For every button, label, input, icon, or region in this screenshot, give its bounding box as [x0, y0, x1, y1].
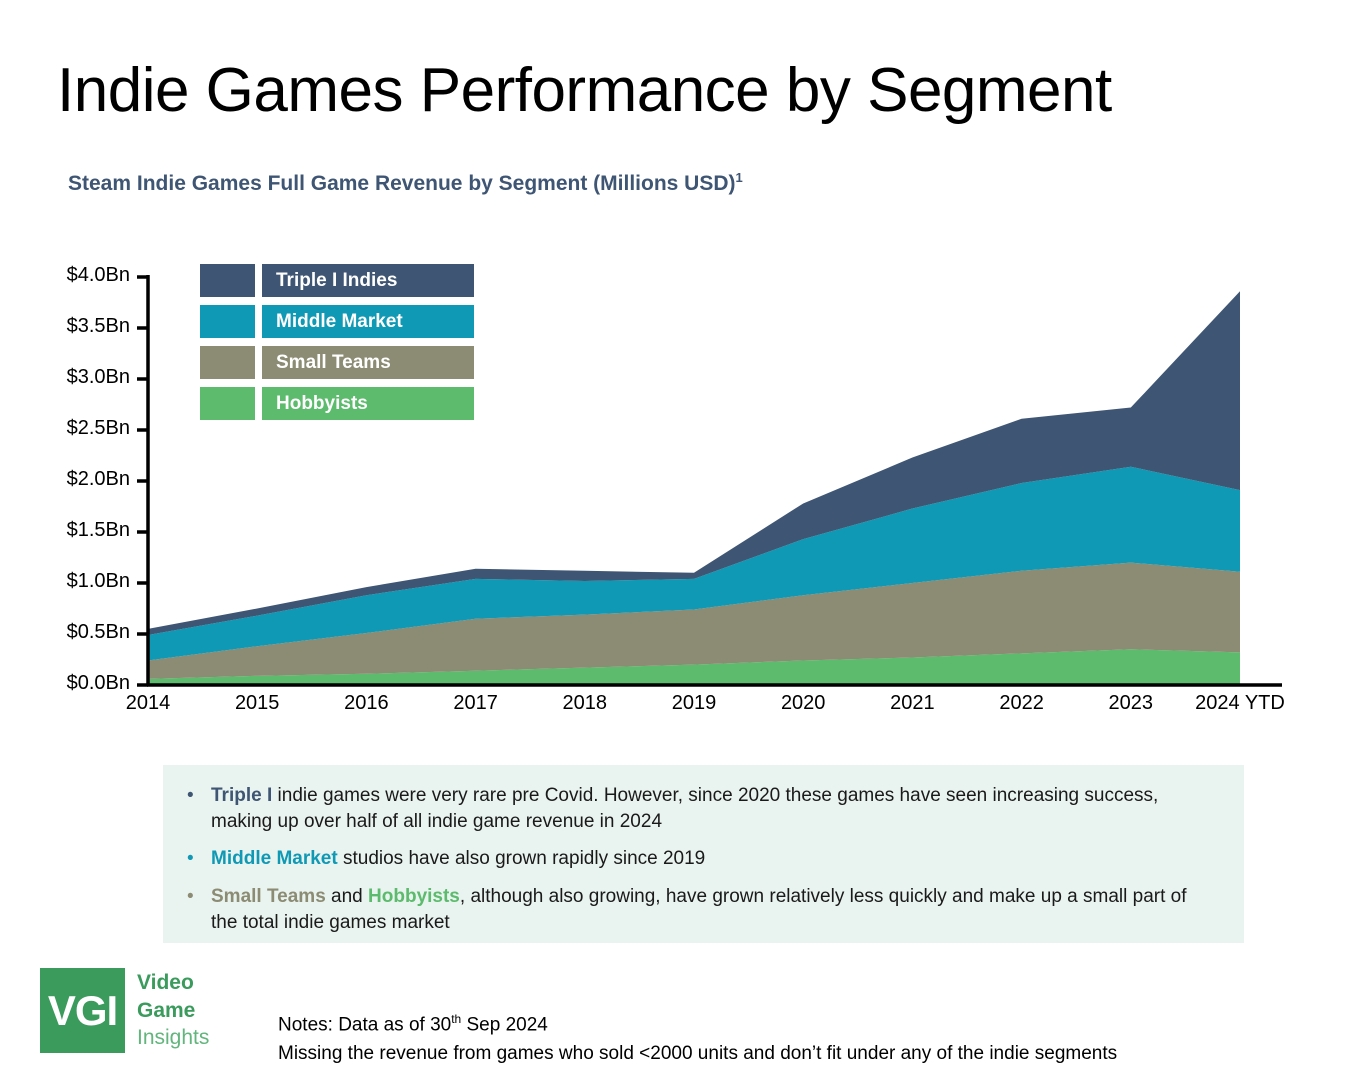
vgi-logo: VGI Video Game Insights	[40, 968, 209, 1053]
legend-label-bar: Small Teams	[262, 346, 474, 379]
logo-word-game: Game	[137, 998, 196, 1022]
legend-item-small-teams[interactable]: Small Teams	[200, 346, 474, 379]
legend-label-bar: Middle Market	[262, 305, 474, 338]
legend-swatch-icon	[200, 346, 255, 379]
x-axis-tick-label: 2017	[453, 692, 498, 714]
legend-label-bar: Hobbyists	[262, 387, 474, 420]
insight-text-fragment: and	[325, 885, 369, 907]
logo-mark-vgi: VGI	[40, 968, 125, 1053]
area-series-hobbyists	[148, 649, 1240, 685]
legend-item-label: Middle Market	[276, 310, 403, 332]
legend-swatch-icon	[200, 387, 255, 420]
notes-line-1: Notes: Data as of 30th Sep 2024	[278, 1010, 1117, 1040]
legend-item-label: Hobbyists	[276, 392, 368, 414]
x-axis-tick-label: 2016	[344, 692, 389, 714]
chart-subtitle: Steam Indie Games Full Game Revenue by S…	[68, 170, 743, 196]
x-axis-tick-label: 2023	[1108, 692, 1154, 714]
y-axis-tick-label: $2.0Bn	[66, 468, 130, 490]
chart-container: $0.0Bn $0.5Bn $1.0Bn $1.5Bn $2.0Bn $2.5Bn $3.0…	[0, 0, 1366, 714]
area-series-small-teams	[148, 562, 1240, 679]
y-axis-tick-label: $1.5Bn	[66, 519, 130, 541]
insight-bullet: • Middle Market studios have also grown r…	[187, 846, 1214, 872]
logo-word-video: Video	[137, 970, 194, 994]
page-title: Indie Games Performance by Segment	[57, 56, 1112, 125]
logo-wordmark: Video Game Insights	[137, 968, 209, 1053]
notes-block: Notes: Data as of 30th Sep 2024 Missing …	[278, 1010, 1117, 1068]
x-axis-tick-label: 2022	[999, 692, 1044, 714]
insight-keyword: Middle Market	[211, 848, 338, 870]
area-series-middle-market	[148, 466, 1240, 661]
legend-item-hobbyists[interactable]: Hobbyists	[200, 387, 474, 420]
insights-panel: • Triple I indie games were very rare pre…	[163, 765, 1244, 943]
legend-item-label: Small Teams	[276, 351, 391, 373]
x-axis-tick-label: 2024 YTD	[1195, 692, 1285, 714]
x-axis-tick-label: 2020	[780, 692, 826, 714]
insight-text-fragment: studios have also grown rapidly since 20…	[337, 848, 706, 870]
y-axis-tick-label: $3.0Bn	[66, 366, 130, 388]
legend-swatch-icon	[200, 264, 255, 297]
x-axis-tick-label: 2021	[890, 692, 935, 714]
legend-swatch-icon	[200, 305, 255, 338]
notes-line-1-prefix: Notes: Data as of 30	[278, 1014, 452, 1036]
y-axis-tick-label: $0.5Bn	[66, 621, 130, 643]
notes-line-2: Missing the revenue from games who sold …	[278, 1042, 1118, 1064]
x-axis-tick-label: 2014	[125, 692, 171, 714]
insight-bullet: • Triple I indie games were very rare pre…	[187, 783, 1214, 834]
x-axis-tick-labels: 2014 2015 2016 2017 2018 2019 2020 2021 2022 2023…	[0, 692, 1366, 732]
x-axis-tick-label: 2015	[234, 692, 280, 714]
y-axis-tick-label: $4.0Bn	[66, 264, 130, 286]
chart-subtitle-text: Steam Indie Games Full Game Revenue by S…	[68, 172, 736, 195]
area-series-triple-i-indies	[148, 291, 1240, 636]
y-axis-tick-label: $2.5Bn	[66, 417, 130, 439]
insight-text-fragment: , although also growing, have grown rela…	[211, 885, 1187, 933]
chart-axes	[137, 275, 1282, 687]
y-axis-tick-labels: $0.0Bn $0.5Bn $1.0Bn $1.5Bn $2.0Bn $2.5Bn $3.0…	[40, 0, 130, 700]
chart-subtitle-footnote: 1	[735, 170, 743, 185]
insight-keyword: Hobbyists	[368, 885, 460, 907]
bullet-dot-icon: •	[187, 848, 194, 870]
notes-line-1-ordinal: th	[451, 1012, 462, 1026]
logo-word-insights: Insights	[137, 1026, 210, 1050]
bullet-dot-icon: •	[187, 885, 194, 907]
insight-text: Middle Market studios have also grown ra…	[211, 846, 1214, 872]
insight-keyword: Triple I	[211, 785, 273, 806]
y-axis-tick-label: $3.5Bn	[66, 315, 130, 337]
stacked-area-chart	[137, 275, 1282, 687]
legend-item-middle-market[interactable]: Middle Market	[200, 305, 474, 338]
y-axis-tick-label: $1.0Bn	[66, 570, 130, 592]
legend-item-label: Triple I Indies	[276, 269, 398, 291]
insight-text-fragment: indie games were very rare pre Covid. Ho…	[211, 785, 1159, 832]
legend-item-triple-i-indies[interactable]: Triple I Indies	[200, 264, 474, 297]
insight-text: Small Teams and Hobbyists, although also…	[211, 884, 1214, 935]
x-axis-tick-label: 2018	[562, 692, 608, 714]
chart-legend: Triple I Indies Middle Market Small Teams H…	[200, 264, 474, 428]
insight-bullet: • Small Teams and Hobbyists, although als…	[187, 884, 1214, 935]
y-axis-tick-label: $0.0Bn	[66, 672, 130, 694]
insight-text: Triple I indie games were very rare pre …	[211, 783, 1214, 834]
legend-label-bar: Triple I Indies	[262, 264, 474, 297]
insight-keyword: Small Teams	[211, 885, 326, 907]
bullet-dot-icon: •	[187, 785, 194, 806]
x-axis-tick-label: 2019	[671, 692, 717, 714]
notes-line-1-suffix: Sep 2024	[461, 1014, 548, 1036]
